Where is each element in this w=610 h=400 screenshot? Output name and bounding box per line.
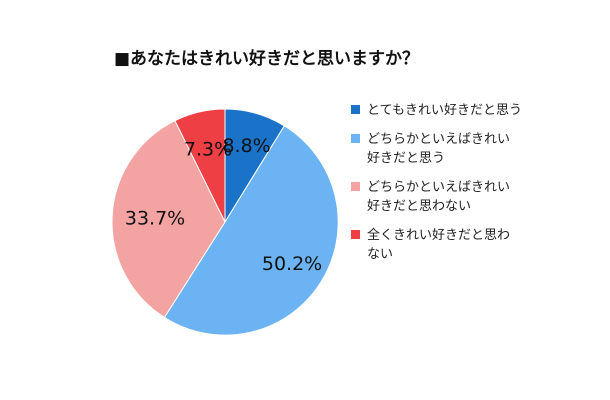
data-label: 50.2% <box>262 253 322 275</box>
legend-item: とてもきれい好きだと思う <box>351 101 601 120</box>
pie-slice <box>174 108 226 223</box>
legend-label: どちらかといえばきれい好きだと思わない <box>367 180 511 214</box>
legend-swatch <box>351 105 360 114</box>
legend-item: 全くきれい好きだと思わない <box>351 226 601 264</box>
legend-label: とてもきれい好きだと思う <box>367 103 522 118</box>
legend-swatch <box>351 182 360 191</box>
data-label: 8.8% <box>222 135 270 157</box>
pie-slice <box>111 120 226 319</box>
legend-label: どちらかといえばきれい好きだと思う <box>367 132 511 166</box>
chart-title: ■あなたはきれい好きだと思いますか？ <box>114 49 420 69</box>
data-label: 7.3% <box>184 138 232 160</box>
legend-swatch <box>351 134 360 143</box>
legend-item: どちらかといえばきれい好きだと思わない <box>351 178 601 216</box>
legend-item: どちらかといえばきれい好きだと思う <box>351 130 601 168</box>
pie-slice <box>163 125 339 336</box>
data-label: 33.7% <box>125 207 185 229</box>
legend: とてもきれい好きだと思う どちらかといえばきれい好きだと思う どちらかといえばき… <box>351 101 601 274</box>
legend-label: 全くきれい好きだと思わない <box>367 228 511 262</box>
legend-swatch <box>351 230 360 239</box>
